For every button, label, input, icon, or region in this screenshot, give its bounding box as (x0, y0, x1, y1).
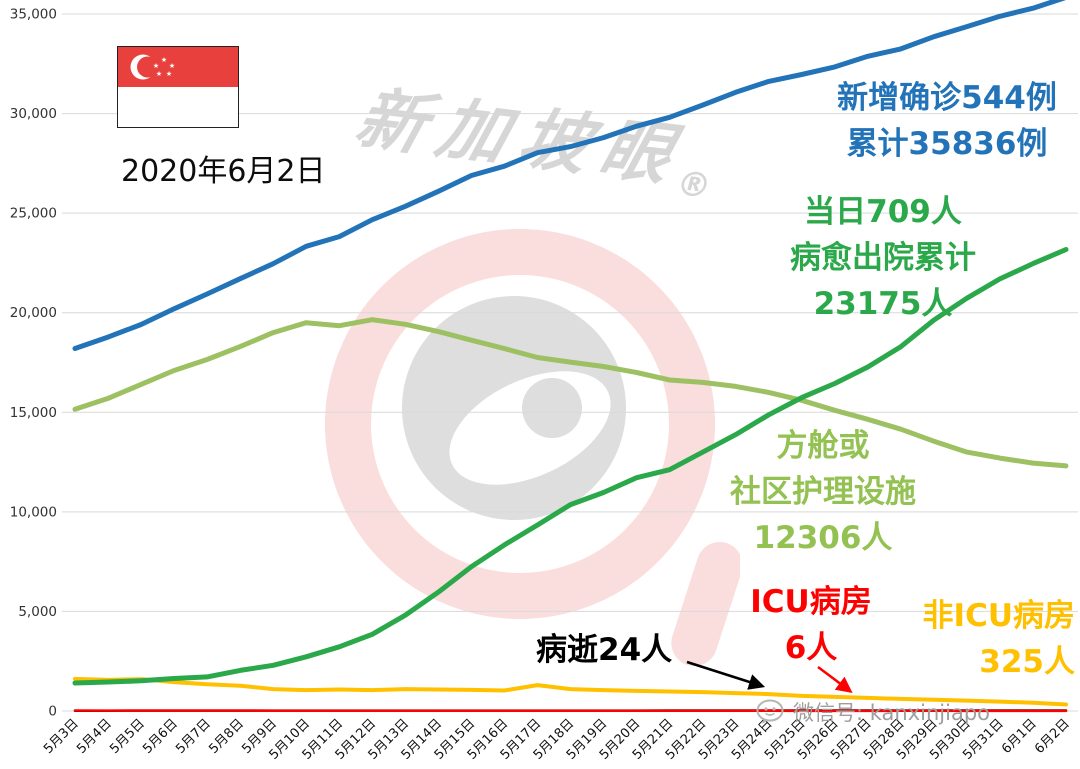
confirmed-annotation-line2: 累计35836例 (846, 125, 1048, 162)
y-tick-label: 10,000 (10, 504, 57, 520)
x-tick-label: 5月7日 (173, 716, 214, 757)
non-icu-annotation-line1: 非ICU病房 (922, 598, 1075, 634)
x-tick-label: 5月3日 (41, 716, 82, 757)
confirmed-annotation: 新增确诊544例 累计35836例 (820, 76, 1074, 168)
wechat-id: 微信号: kanxinjiapo (793, 701, 991, 725)
y-axis-ticks: 0 5,000 10,000 15,000 20,000 25,000 30,000 35,0… (10, 7, 57, 720)
svg-text:★: ★ (153, 62, 159, 70)
x-tick-label: 5月8日 (206, 716, 247, 757)
svg-text:★: ★ (169, 62, 175, 70)
x-tick-label: 5月4日 (74, 716, 115, 757)
y-tick-label: 35,000 (10, 7, 57, 23)
series-line-non_icu (73, 676, 1068, 707)
svg-text:★: ★ (156, 70, 162, 78)
non-icu-annotation-line2: 325人 (979, 643, 1075, 680)
community-annotation-line3: 12306人 (753, 519, 893, 556)
date-label: 2020年6月2日 (121, 154, 326, 189)
wechat-footer: 微信号: kanxinjiapo (756, 697, 990, 727)
icu-annotation-line2: 6人 (784, 629, 838, 666)
x-tick-label: 6月2日 (1032, 716, 1073, 757)
x-tick-label: 5月6日 (140, 716, 181, 757)
y-tick-label: 30,000 (10, 106, 57, 122)
recovered-annotation-line2: 病愈出院累计 (790, 239, 976, 276)
recovered-annotation-line3: 23175人 (813, 285, 953, 322)
recovered-annotation-line1: 当日709人 (804, 194, 962, 230)
x-tick-label: 6月1日 (999, 716, 1040, 757)
series-line-community (72, 317, 1069, 469)
x-tick-label: 5月5日 (107, 716, 148, 757)
y-tick-label: 20,000 (10, 305, 57, 321)
deaths-annotation: 病逝24人 (536, 632, 673, 668)
series-line-recovered (72, 247, 1069, 686)
svg-text:★: ★ (161, 56, 167, 64)
y-tick-label: 0 (48, 704, 57, 720)
confirmed-annotation-line1: 新增确诊544例 (837, 80, 1057, 116)
y-tick-label: 15,000 (10, 405, 57, 421)
singapore-flag-icon: ★ ★ ★ ★ ★ (117, 46, 239, 128)
community-annotation-line1: 方舱或 (776, 428, 870, 464)
community-annotation-line2: 社区护理设施 (730, 473, 916, 510)
community-facility-annotation: 方舱或 社区护理设施 12306人 (692, 424, 954, 562)
icu-annotation-line1: ICU病房 (750, 584, 872, 620)
series-line-confirmed (72, 0, 1067, 351)
icu-annotation: ICU病房 6人 (738, 580, 884, 672)
svg-text:★: ★ (166, 70, 172, 78)
y-tick-label: 25,000 (10, 206, 57, 222)
y-tick-label: 5,000 (18, 604, 57, 620)
non-icu-annotation: 非ICU病房 325人 (893, 594, 1075, 686)
chat-bubble-icon (756, 699, 784, 724)
recovered-annotation: 当日709人 病愈出院累计 23175人 (746, 190, 1020, 328)
